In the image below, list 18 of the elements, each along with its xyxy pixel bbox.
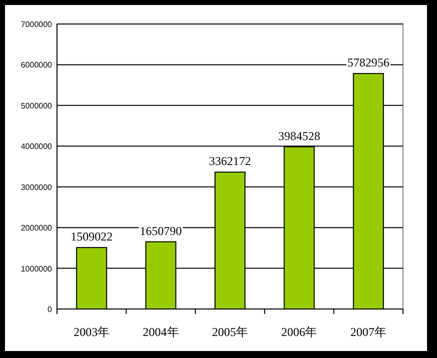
x-tick-label: 2005年: [212, 325, 248, 339]
x-tick-label: 2004年: [142, 325, 179, 339]
y-tick-label: 6000000: [20, 60, 53, 70]
y-tick-label: 7000000: [20, 20, 53, 29]
data-label: 1650790: [140, 224, 182, 238]
y-tick-label: 2000000: [20, 224, 53, 233]
data-label: 3984528: [278, 128, 320, 143]
x-tick-label: 2003年: [74, 325, 110, 339]
y-tick-label: 4000000: [20, 142, 53, 152]
y-tick-label: 3000000: [20, 182, 53, 192]
data-label: 1509022: [70, 230, 113, 244]
y-tick-label: 5000000: [20, 101, 53, 110]
y-tick-label: 1000000: [20, 264, 53, 274]
x-tick-label: 2007年: [350, 325, 386, 339]
data-label: 5782956: [347, 56, 390, 70]
y-tick-label: 0: [48, 305, 53, 314]
x-tick-label: 2006年: [281, 325, 318, 339]
data-label: 3362172: [209, 154, 251, 168]
